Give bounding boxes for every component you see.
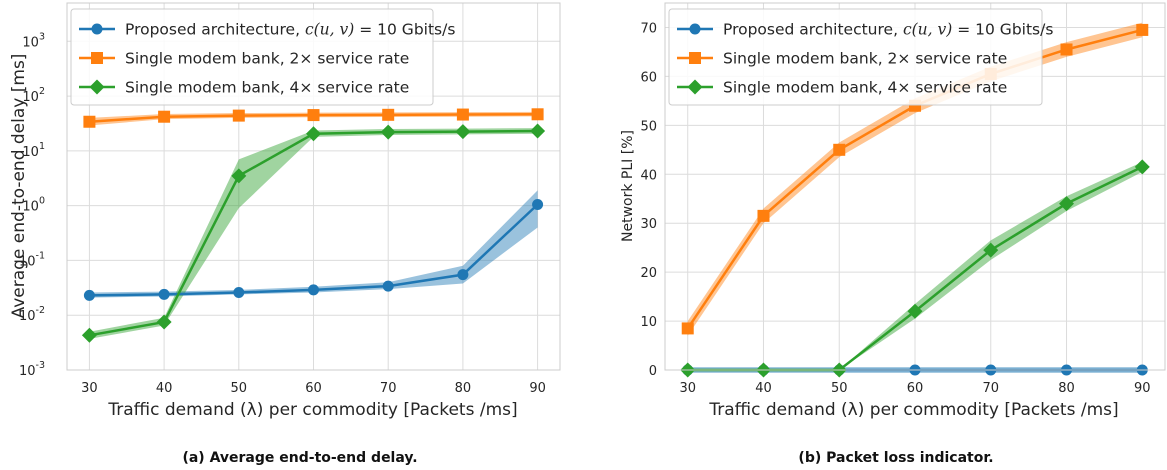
y-tick-label: 70 xyxy=(640,21,657,36)
plot-frame xyxy=(664,2,1166,371)
panel-caption: (a) Average end-to-end delay. xyxy=(182,450,417,466)
x-tick-label: 60 xyxy=(907,381,924,396)
y-tick-label: 10-2 xyxy=(19,305,45,324)
y-tick-labels: 10-3 10-2 10-1 100 101 102 103 xyxy=(19,31,45,379)
y-tick-label: 10-1 xyxy=(19,250,45,269)
data-point-s3 xyxy=(1134,159,1150,175)
legend: Proposed architecture, c(u, v) = 10 Gbit… xyxy=(70,8,455,106)
data-point-s2 xyxy=(757,209,770,222)
data-point-s3 xyxy=(231,168,247,184)
legend-box xyxy=(70,8,434,106)
y-tick-label: 101 xyxy=(22,141,45,160)
legend-marker-s3 xyxy=(89,79,105,95)
y-tick-label: 10-3 xyxy=(19,360,45,379)
legend-entry-s2: Single modem bank, 2× service rate xyxy=(125,50,409,68)
data-point-s2 xyxy=(158,110,171,123)
legend-marker-s3 xyxy=(687,79,703,95)
panel-a-delay-chart: 30 40 50 60 70 80 90 10-310-210-1100101102103 … xyxy=(9,2,561,466)
legend-box xyxy=(668,8,1043,106)
x-tick-label: 40 xyxy=(755,381,772,396)
data-point-s1 xyxy=(83,289,95,301)
legend-entry-s1: Proposed architecture, c(u, v) = 10 Gbit… xyxy=(723,21,1053,39)
data-point-s2 xyxy=(456,108,469,121)
x-tick-label: 30 xyxy=(81,381,98,396)
x-tick-label: 90 xyxy=(529,381,546,396)
panel-caption: (b) Packet loss indicator. xyxy=(798,450,993,466)
y-tick-label: 20 xyxy=(640,266,657,281)
data-point-s2 xyxy=(833,143,846,156)
x-tick-label: 90 xyxy=(1134,381,1151,396)
x-tick-label: 40 xyxy=(156,381,173,396)
y-axis-label: Average end-to-end delay [ms] xyxy=(9,54,29,319)
y-tick-label: 30 xyxy=(640,217,657,232)
series-markers xyxy=(81,108,546,343)
x-tick-label: 60 xyxy=(305,381,322,396)
x-tick-label: 80 xyxy=(1058,381,1075,396)
legend-entry-s1: Proposed architecture, c(u, v) = 10 Gbit… xyxy=(125,21,455,39)
x-axis-label: Traffic demand (λ) per commodity [Packet… xyxy=(107,400,517,420)
legend-marker-s1 xyxy=(689,23,701,35)
y-tick-label: 0 xyxy=(649,364,657,379)
legend: Proposed architecture, c(u, v) = 10 Gbit… xyxy=(668,8,1053,106)
y-tick-label: 102 xyxy=(22,86,45,105)
data-point-s3 xyxy=(380,124,396,140)
legend-entry-s2: Single modem bank, 2× service rate xyxy=(723,50,1007,68)
y-tick-label: 10 xyxy=(640,315,657,330)
y-axis-label: Network PLI [%] xyxy=(620,130,636,242)
x-tick-labels: 30 40 50 60 70 80 90 xyxy=(679,381,1150,396)
y-tick-label: 60 xyxy=(640,70,657,85)
data-point-s2 xyxy=(83,115,96,128)
data-point-s3 xyxy=(907,303,923,319)
data-point-s3 xyxy=(81,327,97,343)
x-tick-label: 70 xyxy=(982,381,999,396)
confidence-band-s3 xyxy=(687,162,1143,370)
legend-entry-s3: Single modem bank, 4× service rate xyxy=(723,79,1007,97)
panel-b-pli-chart: 30 40 50 60 70 80 90 0 10 20 30 40 50 60 70 Traffic d… xyxy=(620,2,1166,466)
data-point-s1 xyxy=(158,288,170,300)
data-point-s3 xyxy=(455,124,471,140)
data-point-s3 xyxy=(530,123,546,139)
data-point-s2 xyxy=(1060,43,1073,56)
data-point-s2 xyxy=(531,108,544,121)
data-point-s2 xyxy=(232,109,245,122)
data-point-s2 xyxy=(681,322,694,335)
y-tick-label: 103 xyxy=(22,31,45,50)
data-point-s3 xyxy=(306,126,321,142)
data-point-s2 xyxy=(307,109,320,122)
legend-marker-s2 xyxy=(91,52,103,64)
x-axis-label: Traffic demand (λ) per commodity [Packet… xyxy=(708,400,1118,420)
y-tick-label: 50 xyxy=(640,119,657,134)
plot-frame xyxy=(66,2,561,371)
data-point-s1 xyxy=(457,269,469,281)
x-tick-labels: 30 40 50 60 70 80 90 xyxy=(81,381,546,396)
data-point-s3 xyxy=(983,242,999,258)
data-point-s3 xyxy=(156,314,172,330)
data-point-s1 xyxy=(308,284,319,296)
legend-entry-s3: Single modem bank, 4× service rate xyxy=(125,79,409,97)
y-tick-labels: 0 10 20 30 40 50 60 70 xyxy=(640,21,657,379)
x-tick-label: 50 xyxy=(231,381,248,396)
legend-marker-s1 xyxy=(91,23,103,35)
y-tick-label: 40 xyxy=(640,168,657,183)
y-tick-label: 100 xyxy=(22,196,45,215)
x-tick-label: 50 xyxy=(831,381,848,396)
x-tick-label: 80 xyxy=(455,381,472,396)
data-point-s1 xyxy=(532,198,544,210)
data-point-s3 xyxy=(1059,196,1075,212)
x-tick-label: 70 xyxy=(380,381,397,396)
data-point-s1 xyxy=(382,280,394,292)
data-point-s1 xyxy=(233,286,245,298)
data-point-s2 xyxy=(1136,23,1149,36)
x-tick-label: 30 xyxy=(679,381,696,396)
data-point-s2 xyxy=(382,108,395,121)
legend-marker-s2 xyxy=(689,52,701,64)
